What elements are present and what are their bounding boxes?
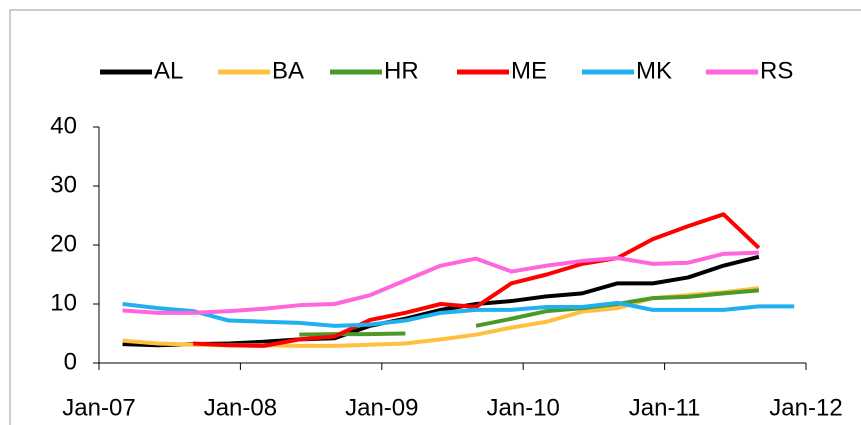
y-tick-label: 30 bbox=[50, 171, 77, 198]
x-tick-label: Jan-08 bbox=[204, 394, 277, 421]
y-tick-label: 10 bbox=[50, 289, 77, 316]
legend-label: MK bbox=[636, 57, 672, 84]
legend-label: RS bbox=[760, 57, 793, 84]
y-tick-label: 0 bbox=[64, 348, 77, 375]
legend-label: BA bbox=[272, 57, 304, 84]
y-tick-label: 40 bbox=[50, 112, 77, 139]
legend-label: ME bbox=[511, 57, 547, 84]
y-tick-label: 20 bbox=[50, 230, 77, 257]
series-line bbox=[193, 212, 761, 348]
x-tick-label: Jan-09 bbox=[345, 394, 418, 421]
x-tick-label: Jan-12 bbox=[769, 394, 842, 421]
legend-label: HR bbox=[384, 57, 419, 84]
series-line bbox=[122, 250, 759, 315]
x-tick-label: Jan-07 bbox=[62, 394, 135, 421]
x-tick-label: Jan-11 bbox=[629, 394, 701, 421]
series-line bbox=[122, 300, 795, 328]
x-tick-label: Jan-10 bbox=[487, 394, 560, 421]
legend-label: AL bbox=[154, 57, 183, 84]
